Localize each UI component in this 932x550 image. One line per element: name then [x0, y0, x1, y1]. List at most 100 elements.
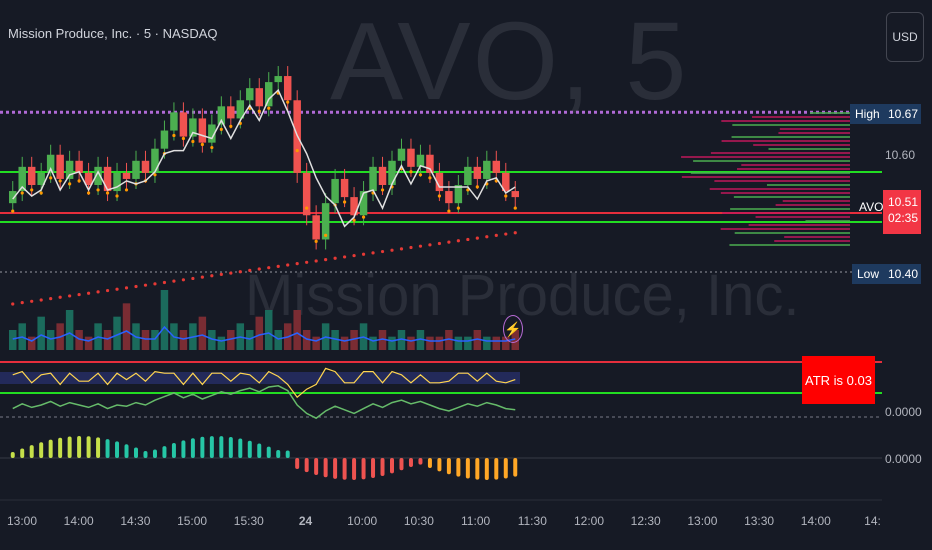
profile-bar [766, 184, 850, 186]
volume-ma-line [12, 325, 516, 342]
volume-bars [9, 290, 519, 350]
momentum-dot [380, 458, 385, 476]
candle [75, 160, 83, 173]
candle [502, 172, 510, 192]
candle [208, 124, 216, 143]
candle [454, 185, 463, 204]
momentum-dot [465, 458, 470, 479]
volume-bar [208, 330, 216, 350]
time-tick-label: 13:30 [744, 514, 775, 528]
volume-bar [502, 336, 510, 350]
momentum-dot [105, 439, 110, 458]
ma-dot [219, 127, 223, 131]
profile-bar [734, 232, 850, 234]
candle [473, 166, 482, 179]
profile-bar [753, 144, 850, 146]
ma-dot [210, 145, 214, 150]
volume-bar [227, 330, 235, 350]
profile-bar [775, 204, 850, 206]
osc1-value: 0.0000 [885, 405, 922, 419]
symbol-label: AVO [859, 200, 884, 214]
candle [122, 172, 131, 179]
trend-dot [456, 239, 460, 243]
momentum-dot [77, 436, 82, 458]
momentum-dot [257, 443, 262, 458]
trend-dot [143, 283, 148, 287]
time-tick-label: 11:30 [517, 514, 547, 528]
profile-bar [782, 200, 850, 202]
candle [198, 118, 207, 143]
candle [331, 178, 339, 204]
volume-bar [340, 336, 349, 350]
volume-bar [179, 330, 188, 350]
volume-bar [141, 330, 150, 350]
chart-title[interactable]: Mission Produce, Inc. · 5 · NASDAQ [8, 26, 218, 41]
ma-dot [361, 215, 366, 219]
trend-dot [162, 280, 167, 285]
momentum-dot [171, 442, 176, 458]
momentum-dot [399, 458, 404, 471]
momentum-dot [371, 458, 376, 478]
momentum-dot [295, 458, 300, 469]
time-tick-label: 15:00 [177, 514, 208, 528]
trend-dot [485, 235, 489, 239]
volume-bar [312, 336, 320, 350]
volume-bar [331, 330, 339, 350]
trend-dot [77, 292, 81, 297]
volume-bar [84, 336, 93, 350]
time-tick-label: 11:00 [461, 514, 491, 528]
volume-bar [113, 316, 121, 350]
momentum-dot [333, 458, 338, 479]
ma-dot [447, 209, 451, 213]
currency-button[interactable]: USD [886, 12, 924, 62]
time-tick-label: 14:00 [800, 514, 831, 528]
volume-bar [302, 330, 311, 350]
momentum-dot [200, 436, 205, 458]
ma-dot [295, 148, 299, 153]
trend-dot [248, 268, 252, 272]
momentum-dot [67, 436, 72, 458]
volume-bar [350, 330, 358, 350]
ma-dot [305, 206, 309, 210]
candle [94, 166, 102, 185]
trend-dot [191, 276, 195, 281]
candle [9, 191, 17, 204]
momentum-dot [323, 458, 328, 478]
candle [483, 160, 491, 179]
momentum-dot [285, 450, 290, 458]
trend-dot [219, 272, 223, 277]
trend-dot [115, 287, 119, 291]
volume-bar [75, 330, 83, 350]
ma-dot [124, 188, 129, 192]
trend-dot [267, 266, 271, 270]
momentum-dot [190, 438, 195, 458]
candle [236, 100, 245, 119]
lightning-icon[interactable]: ⚡ [503, 315, 523, 343]
candle [255, 88, 263, 107]
trend-dot [494, 233, 498, 238]
time-tick-label: 13:00 [6, 514, 38, 528]
candle [312, 215, 320, 240]
trend-dot [286, 263, 290, 267]
trend-dot [124, 286, 129, 290]
volume-bar [369, 336, 377, 350]
trend-dot [134, 284, 138, 289]
trend-dot [200, 275, 204, 279]
trend-dot [39, 298, 43, 302]
momentum-dot [266, 446, 271, 458]
trend-dot [86, 291, 91, 295]
trend-dot [11, 302, 15, 306]
candle [464, 166, 472, 185]
candle [170, 112, 178, 131]
candle [492, 160, 501, 173]
candle [18, 166, 26, 192]
osc-band [0, 372, 520, 384]
momentum-dot [58, 437, 63, 458]
candle [265, 82, 273, 107]
trend-dot [105, 288, 110, 293]
last-price: 10.51 [888, 195, 919, 209]
volume-bar [426, 336, 434, 350]
time-tick-label: 12:30 [630, 514, 661, 528]
